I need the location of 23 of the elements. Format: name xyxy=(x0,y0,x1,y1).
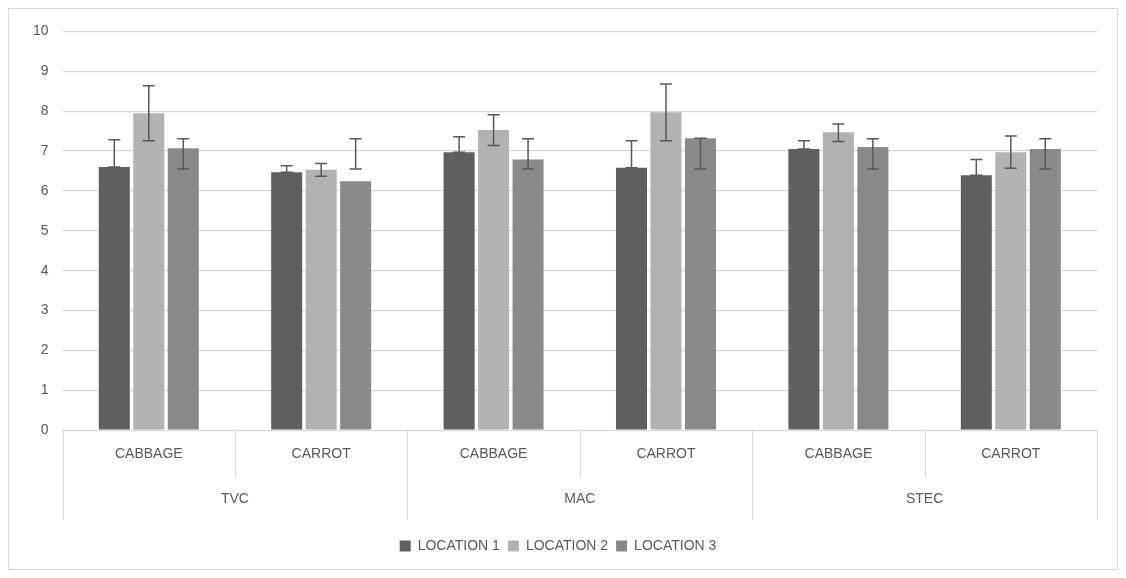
x-tick-label: CABBAGE xyxy=(114,445,183,462)
x-tick-label: CARROT xyxy=(636,445,696,462)
x-tick-label: CARROT xyxy=(981,445,1041,462)
y-tick-label: 0 xyxy=(40,421,49,438)
text: MAC xyxy=(564,490,596,507)
legend-label: LOCATION 3 xyxy=(634,536,717,553)
y-tick-label: 3 xyxy=(40,301,49,318)
y-tick-label: 10 xyxy=(32,22,49,39)
y-tick-label: 7 xyxy=(40,141,49,158)
x-tick-label: CARROT xyxy=(291,445,352,462)
legend-label: LOCATION 2 xyxy=(525,536,609,553)
x-tick-label: CABBAGE xyxy=(804,445,873,462)
legend-label: LOCATION 1 xyxy=(417,536,501,553)
y-tick-label: 8 xyxy=(40,102,49,119)
y-tick-label: 9 xyxy=(40,62,49,79)
y-tick-label: 1 xyxy=(40,381,49,398)
y-tick-label: 2 xyxy=(40,341,49,358)
text: STEC xyxy=(905,490,944,507)
y-tick-label: 5 xyxy=(40,221,49,238)
y-tick-label: 4 xyxy=(40,261,49,278)
x-tick-label: CABBAGE xyxy=(459,445,528,462)
text: TVC xyxy=(220,490,249,507)
y-tick-label: 6 xyxy=(40,181,49,198)
